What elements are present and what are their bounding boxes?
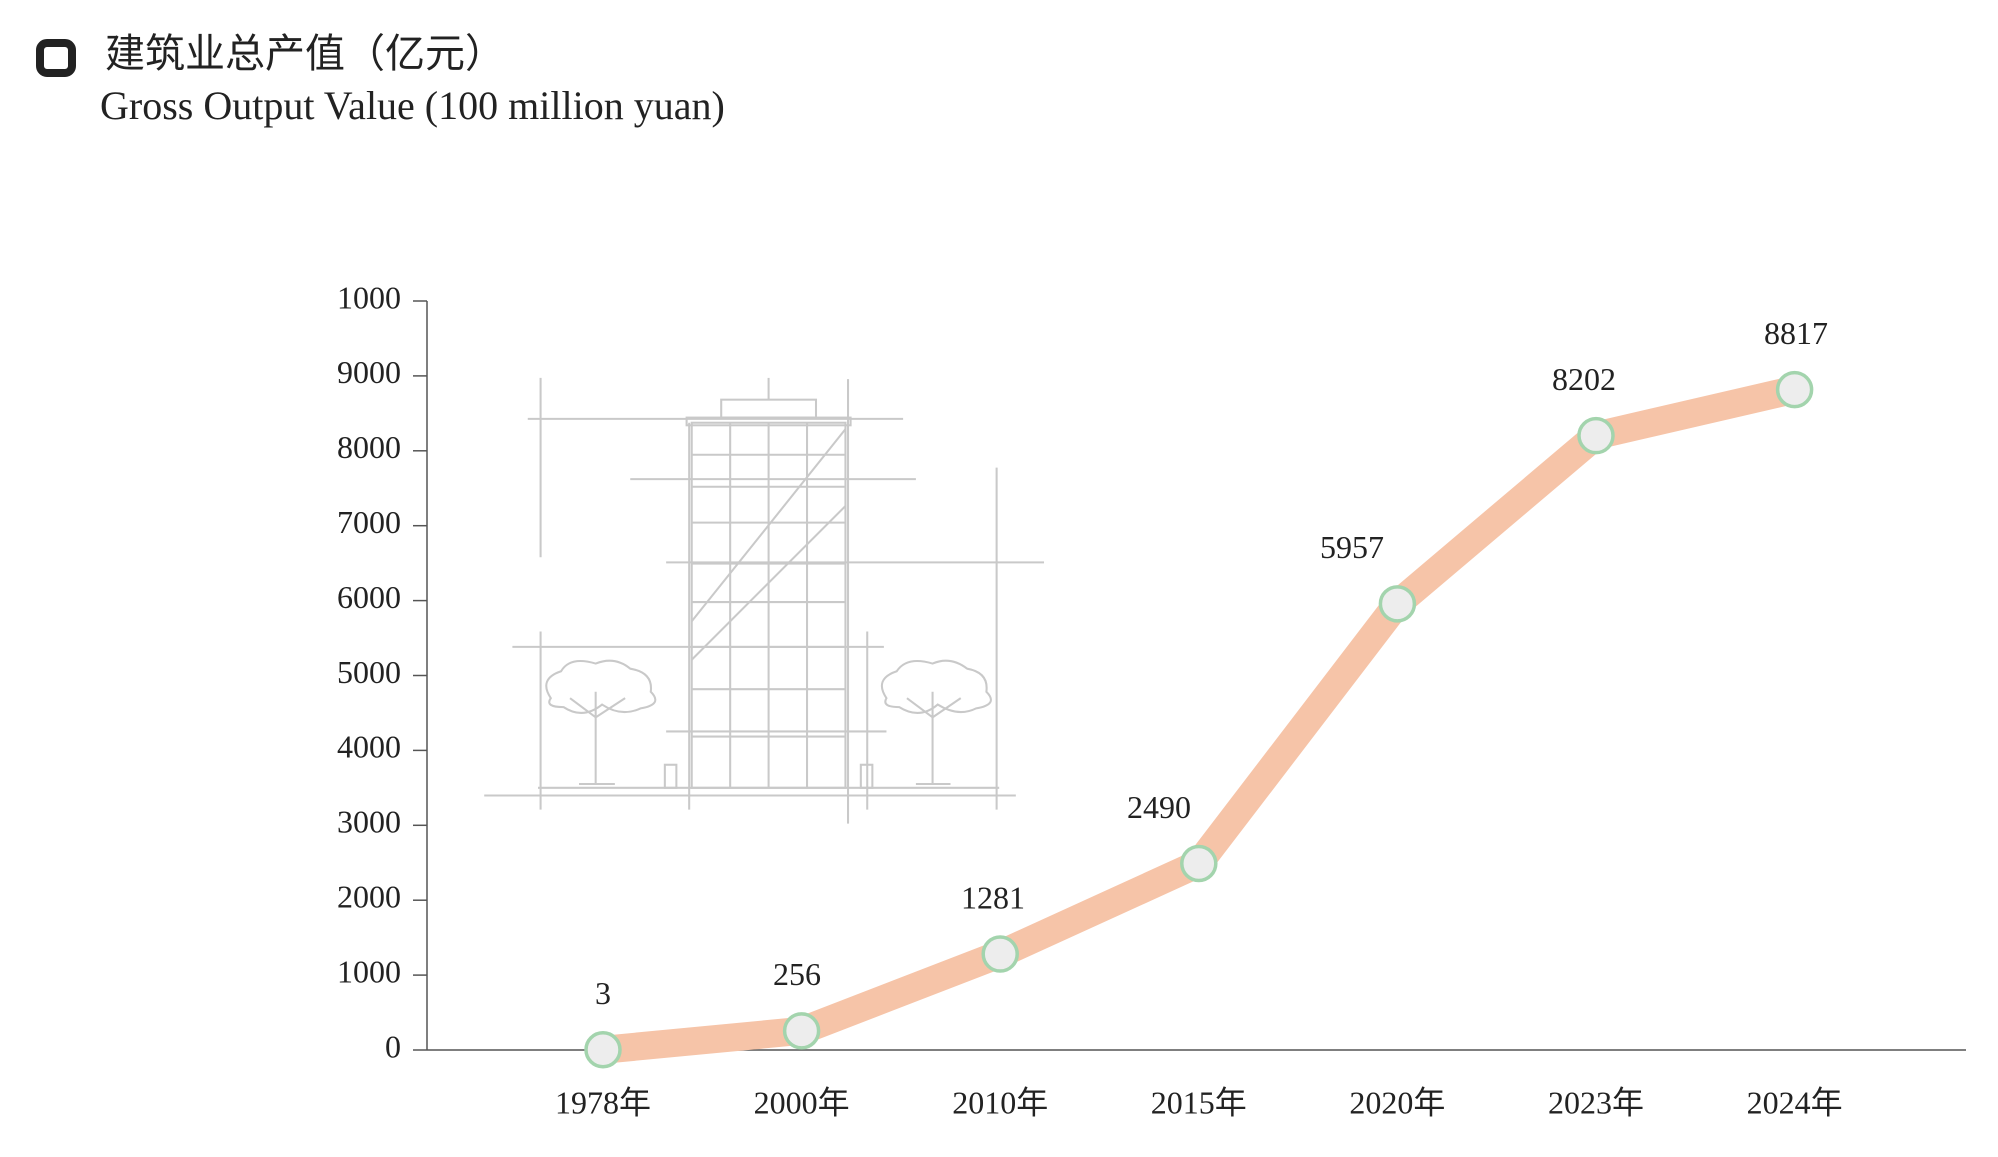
chart-subtitle: Gross Output Value (100 million yuan) — [100, 83, 725, 128]
title-icon — [36, 39, 76, 77]
y-tick-label: 8000 — [337, 429, 401, 465]
data-label: 8817 — [1764, 315, 1828, 351]
point — [981, 935, 1019, 973]
y-tick-label: 9000 — [337, 354, 401, 390]
y-tick-label: 7000 — [337, 504, 401, 540]
point — [1577, 416, 1615, 455]
y-tick-label: 1000 — [337, 279, 401, 315]
x-tick-label: 2010年 — [952, 1084, 1048, 1120]
building-illustration — [484, 377, 1045, 824]
x-tick-label: 2020年 — [1349, 1084, 1445, 1120]
data-label: 8202 — [1552, 361, 1616, 397]
line — [601, 375, 1798, 1064]
x-tick-label: 2015年 — [1151, 1084, 1247, 1120]
chart-title: 建筑业总产值（亿元） — [105, 31, 505, 76]
data-label: 1281 — [961, 879, 1025, 915]
y-tick-label: 4000 — [337, 729, 401, 765]
y-tick-label: 6000 — [337, 579, 401, 615]
point — [584, 1031, 622, 1069]
x-tick-label: 2024年 — [1747, 1084, 1843, 1120]
y-tick-label: 3000 — [337, 804, 401, 840]
y-tick-label: 5000 — [337, 654, 401, 690]
y-tick-label: 0 — [385, 1028, 401, 1064]
point — [1775, 370, 1814, 409]
x-tick-label: 2000年 — [754, 1084, 850, 1120]
point — [782, 1012, 821, 1050]
x-tick-label: 2023年 — [1548, 1084, 1644, 1120]
data-label: 3 — [595, 975, 611, 1011]
x-tick-label: 1978年 — [555, 1084, 651, 1120]
y-tick-label: 2000 — [337, 879, 401, 915]
data-label: 2490 — [1127, 789, 1191, 825]
y-tick-label: 1000 — [337, 953, 401, 989]
data-label: 5957 — [1320, 529, 1384, 565]
data-label: 256 — [773, 956, 821, 992]
point — [1180, 844, 1218, 883]
point — [1378, 585, 1417, 623]
